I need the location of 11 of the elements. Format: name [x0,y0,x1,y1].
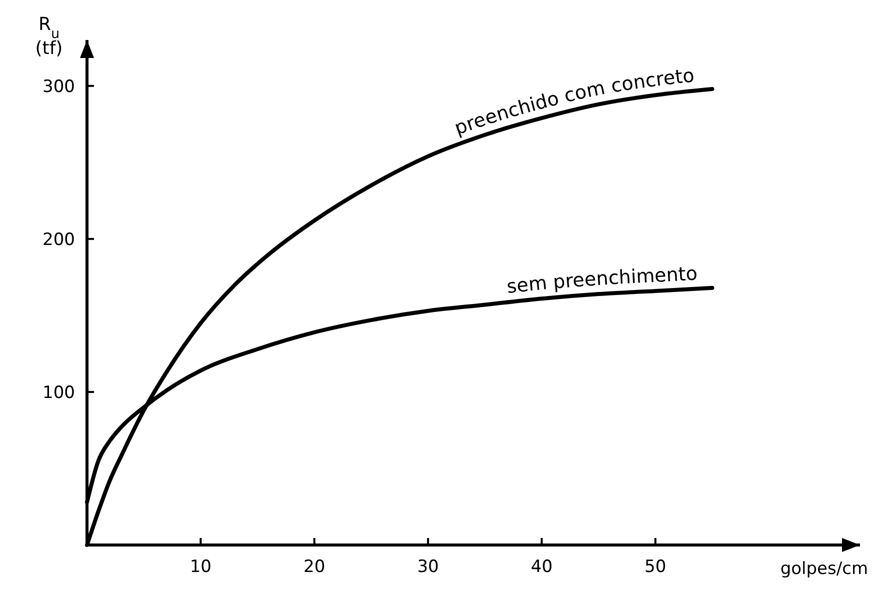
x-tick-label: 20 [304,557,326,577]
x-axis-title: golpes/cm [780,559,868,579]
series-label: sem preenchimento [506,262,698,298]
x-tick-label: 40 [530,557,553,577]
x-tick-label: 50 [644,557,666,577]
y-axis-title: R$_{u}$ (tf) [35,14,63,59]
y-tick-label: 200 [42,230,75,250]
y-tick-label: 300 [42,76,75,97]
y-tick-label: 100 [42,382,75,403]
x-tick-label: 10 [190,557,212,577]
x-tick-label: 30 [417,557,439,577]
